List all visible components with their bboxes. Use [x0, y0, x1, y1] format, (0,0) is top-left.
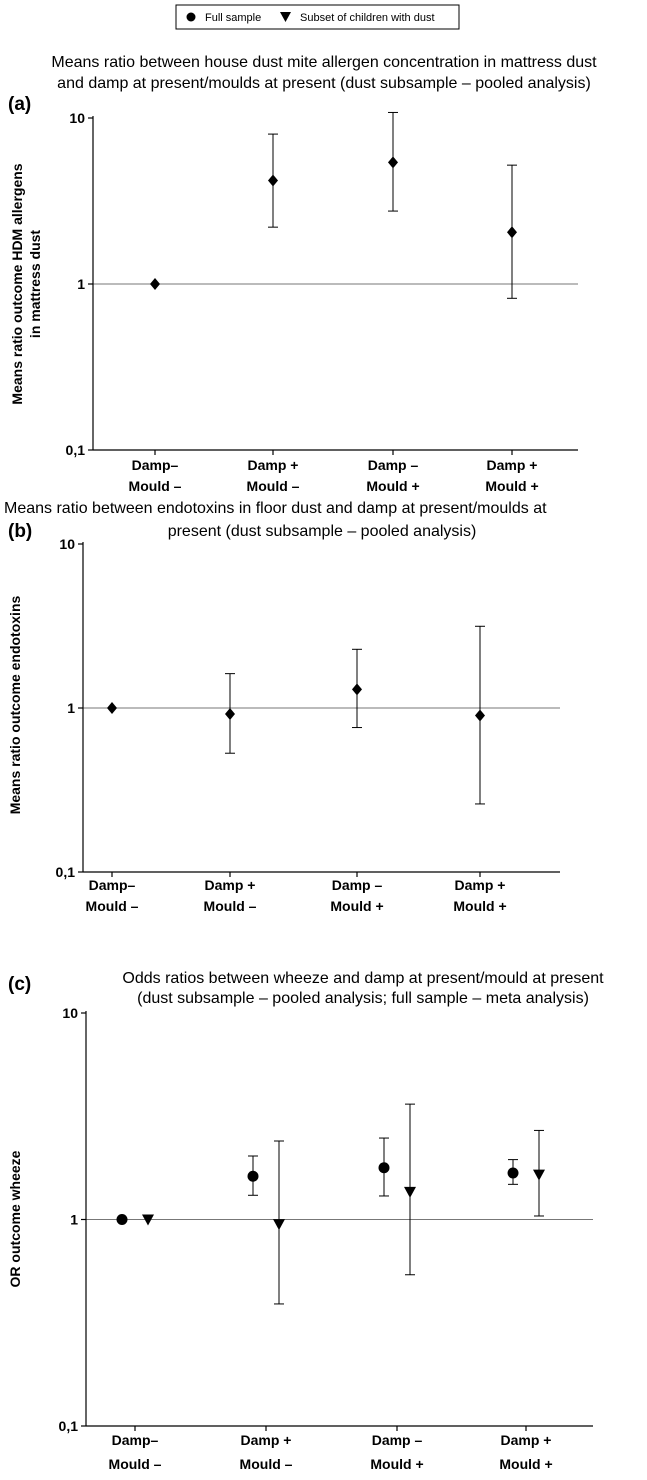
chart-panel-2: Means ratio between endotoxins in floor … [4, 500, 560, 914]
panel-label: (c) [8, 974, 31, 995]
x-category-label: Mould – [247, 478, 300, 494]
x-category-label: Mould – [109, 1456, 162, 1472]
x-category-label: Mould – [86, 898, 139, 914]
chart-panel-3: Odds ratios between wheeze and damp at p… [7, 970, 604, 1472]
data-point-diamond [225, 707, 235, 720]
chart-title-line: present (dust subsample – pooled analysi… [168, 523, 477, 540]
data-point-circle [247, 1170, 259, 1182]
x-category-label: Damp– [112, 1432, 159, 1448]
chart-title-line: (dust subsample – pooled analysis; full … [137, 990, 589, 1007]
x-category-label: Damp – [372, 1432, 423, 1448]
y-axis-label: Means ratio outcome endotoxins [7, 595, 23, 814]
x-category-label: Mould + [485, 478, 538, 494]
y-tick-label: 1 [67, 700, 75, 716]
data-point-triangle [533, 1169, 545, 1181]
x-category-label: Mould + [499, 1456, 552, 1472]
y-tick-label: 0,1 [66, 442, 86, 458]
chart-title-line: and damp at present/moulds at present (d… [57, 75, 591, 92]
x-category-label: Damp + [455, 877, 506, 893]
x-category-label: Mould – [204, 898, 257, 914]
chart-panel-1: Means ratio between house dust mite alle… [8, 54, 597, 494]
data-point-circle [116, 1214, 128, 1225]
data-point-circle [378, 1162, 390, 1174]
data-point-diamond [475, 709, 485, 722]
legend-triangle-marker [280, 12, 291, 22]
x-category-label: Mould + [330, 898, 383, 914]
y-axis-label: OR outcome wheeze [7, 1150, 23, 1287]
x-category-label: Mould + [453, 898, 506, 914]
y-tick-label: 10 [69, 110, 85, 126]
data-point-triangle [404, 1186, 416, 1198]
data-point-triangle [142, 1214, 154, 1226]
x-category-label: Damp + [205, 877, 256, 893]
x-category-label: Mould – [129, 478, 182, 494]
chart-panels: Means ratio between house dust mite alle… [4, 54, 604, 1472]
panel-label: (b) [8, 521, 32, 542]
y-tick-label: 0,1 [59, 1418, 79, 1434]
chart-title-line: Means ratio between endotoxins in floor … [4, 500, 547, 517]
x-category-label: Damp– [89, 877, 136, 893]
data-point-diamond [150, 278, 160, 290]
data-point-diamond [268, 174, 278, 187]
legend-label-full-sample: Full sample [205, 12, 261, 24]
x-category-label: Damp – [332, 877, 383, 893]
x-category-label: Damp – [368, 457, 419, 473]
y-tick-label: 1 [77, 276, 85, 292]
legend-circle-marker [186, 12, 196, 22]
data-point-diamond [507, 226, 517, 239]
data-point-diamond [388, 156, 398, 169]
y-tick-label: 10 [59, 536, 75, 552]
y-axis-label: Means ratio outcome HDM allergens [9, 163, 25, 404]
legend-label-subset: Subset of children with dust [300, 12, 435, 24]
legend-box [175, 4, 460, 30]
y-tick-label: 1 [70, 1212, 78, 1228]
x-category-label: Mould + [366, 478, 419, 494]
legend: Full sample Subset of children with dust [175, 4, 460, 30]
chart-title-line: Means ratio between house dust mite alle… [51, 54, 597, 71]
x-category-label: Damp– [132, 457, 179, 473]
x-category-label: Damp + [248, 457, 299, 473]
x-category-label: Mould – [240, 1456, 293, 1472]
data-point-circle [507, 1167, 519, 1179]
x-category-label: Mould + [370, 1456, 423, 1472]
x-category-label: Damp + [487, 457, 538, 473]
chart-title-line: Odds ratios between wheeze and damp at p… [122, 970, 604, 987]
data-point-diamond [107, 702, 117, 714]
y-tick-label: 10 [62, 1005, 78, 1021]
data-point-triangle [273, 1219, 285, 1231]
data-point-diamond [352, 683, 362, 696]
y-tick-label: 0,1 [56, 864, 76, 880]
y-axis-label: in mattress dust [27, 230, 43, 338]
panel-label: (a) [8, 94, 31, 115]
x-category-label: Damp + [241, 1432, 292, 1448]
x-category-label: Damp + [501, 1432, 552, 1448]
